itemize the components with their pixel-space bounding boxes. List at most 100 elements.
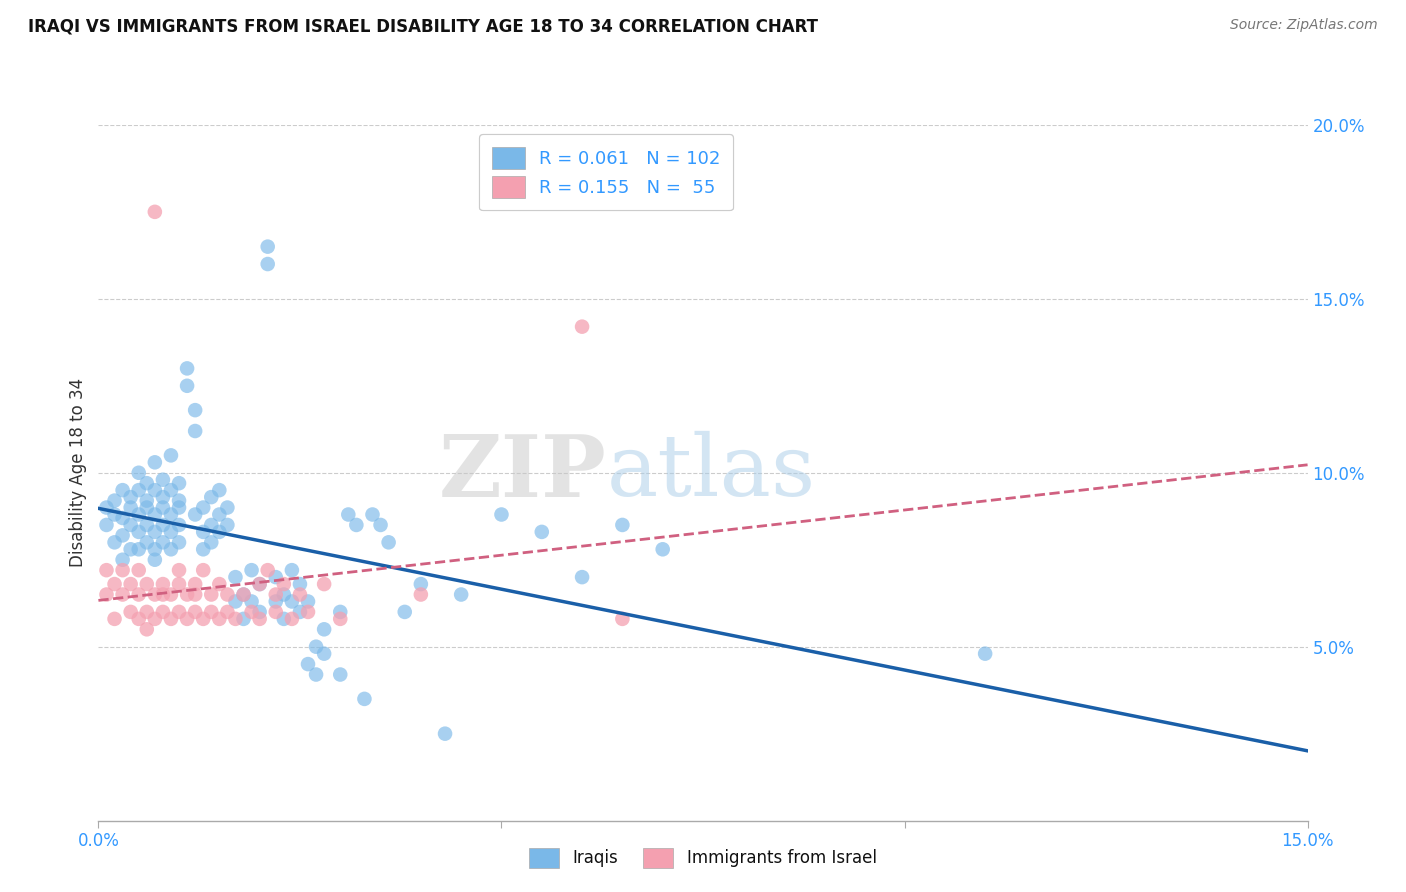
Point <box>103 493 125 508</box>
Point <box>152 535 174 549</box>
Point <box>176 587 198 601</box>
Point <box>111 563 134 577</box>
Point <box>337 508 360 522</box>
Point <box>249 577 271 591</box>
Point <box>128 542 150 557</box>
Point <box>273 577 295 591</box>
Point <box>200 587 222 601</box>
Legend: Iraqis, Immigrants from Israel: Iraqis, Immigrants from Israel <box>523 841 883 875</box>
Point <box>394 605 416 619</box>
Point <box>135 577 157 591</box>
Point <box>249 577 271 591</box>
Point <box>208 612 231 626</box>
Point <box>273 587 295 601</box>
Point <box>256 239 278 253</box>
Point <box>167 577 190 591</box>
Point <box>152 587 174 601</box>
Point <box>249 612 271 626</box>
Point <box>200 535 222 549</box>
Legend: R = 0.061   N = 102, R = 0.155   N =  55: R = 0.061 N = 102, R = 0.155 N = 55 <box>479 134 733 211</box>
Point <box>434 726 457 740</box>
Point <box>120 542 142 557</box>
Point <box>329 605 352 619</box>
Point <box>217 605 239 619</box>
Point <box>160 524 183 539</box>
Point <box>329 667 352 681</box>
Point <box>152 473 174 487</box>
Point <box>120 577 142 591</box>
Point <box>297 605 319 619</box>
Point <box>224 612 246 626</box>
Point <box>208 524 231 539</box>
Point <box>232 587 254 601</box>
Point <box>111 511 134 525</box>
Point <box>184 605 207 619</box>
Point <box>152 605 174 619</box>
Point <box>167 535 190 549</box>
Point <box>208 577 231 591</box>
Point <box>256 563 278 577</box>
Point <box>128 587 150 601</box>
Point <box>193 500 215 515</box>
Point <box>217 587 239 601</box>
Point <box>240 563 263 577</box>
Point <box>217 500 239 515</box>
Point <box>135 623 157 637</box>
Point <box>612 517 634 532</box>
Point <box>135 500 157 515</box>
Point <box>193 542 215 557</box>
Point <box>224 570 246 584</box>
Point <box>135 476 157 491</box>
Point <box>167 517 190 532</box>
Text: IRAQI VS IMMIGRANTS FROM ISRAEL DISABILITY AGE 18 TO 34 CORRELATION CHART: IRAQI VS IMMIGRANTS FROM ISRAEL DISABILI… <box>28 18 818 36</box>
Point <box>120 605 142 619</box>
Y-axis label: Disability Age 18 to 34: Disability Age 18 to 34 <box>69 378 87 567</box>
Point <box>200 517 222 532</box>
Text: atlas: atlas <box>606 431 815 515</box>
Point <box>264 594 287 608</box>
Point <box>305 667 328 681</box>
Point <box>96 500 118 515</box>
Point <box>184 587 207 601</box>
Point <box>264 570 287 584</box>
Point <box>184 508 207 522</box>
Point <box>152 517 174 532</box>
Text: ZIP: ZIP <box>439 431 606 515</box>
Point <box>103 577 125 591</box>
Point <box>143 552 166 567</box>
Point <box>160 612 183 626</box>
Point <box>143 542 166 557</box>
Point <box>152 500 174 515</box>
Point <box>143 205 166 219</box>
Point <box>193 563 215 577</box>
Point <box>208 483 231 497</box>
Point <box>167 500 190 515</box>
Point <box>176 378 198 392</box>
Point <box>128 508 150 522</box>
Point <box>281 563 304 577</box>
Point <box>167 563 190 577</box>
Point <box>256 257 278 271</box>
Point <box>361 508 384 522</box>
Point <box>184 424 207 438</box>
Point <box>103 535 125 549</box>
Point <box>208 508 231 522</box>
Point <box>143 587 166 601</box>
Point <box>120 500 142 515</box>
Point <box>96 563 118 577</box>
Point <box>530 524 553 539</box>
Point <box>353 692 375 706</box>
Point <box>281 612 304 626</box>
Point <box>160 587 183 601</box>
Point <box>370 517 392 532</box>
Point <box>193 612 215 626</box>
Point <box>143 483 166 497</box>
Point <box>264 587 287 601</box>
Point <box>288 605 311 619</box>
Point <box>135 535 157 549</box>
Point <box>288 577 311 591</box>
Point <box>111 587 134 601</box>
Point <box>314 623 336 637</box>
Point <box>377 535 399 549</box>
Point <box>103 612 125 626</box>
